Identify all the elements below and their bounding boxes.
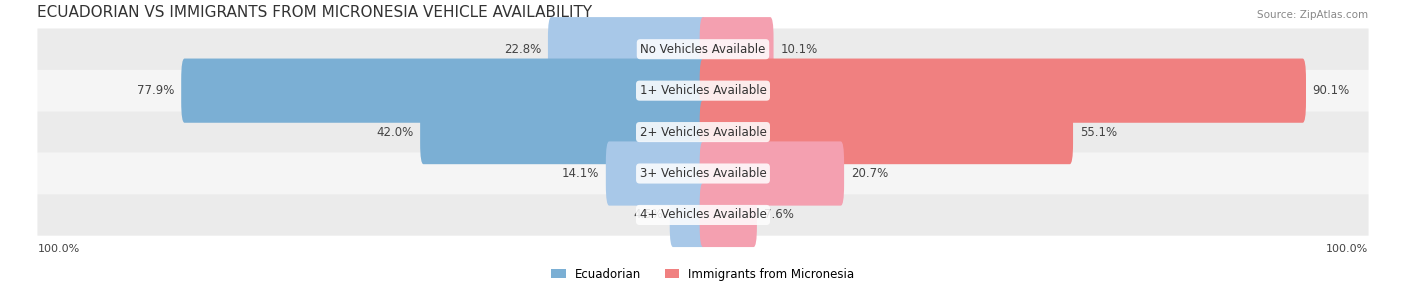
Text: 100.0%: 100.0%	[1326, 244, 1368, 254]
Text: 100.0%: 100.0%	[38, 244, 80, 254]
Text: 10.1%: 10.1%	[780, 43, 817, 56]
Legend: Ecuadorian, Immigrants from Micronesia: Ecuadorian, Immigrants from Micronesia	[547, 263, 859, 285]
FancyBboxPatch shape	[38, 70, 1368, 111]
FancyBboxPatch shape	[181, 59, 706, 123]
FancyBboxPatch shape	[700, 100, 1073, 164]
FancyBboxPatch shape	[700, 59, 1306, 123]
Text: ECUADORIAN VS IMMIGRANTS FROM MICRONESIA VEHICLE AVAILABILITY: ECUADORIAN VS IMMIGRANTS FROM MICRONESIA…	[38, 5, 592, 20]
Text: 55.1%: 55.1%	[1080, 126, 1116, 139]
Text: No Vehicles Available: No Vehicles Available	[640, 43, 766, 56]
Text: 3+ Vehicles Available: 3+ Vehicles Available	[640, 167, 766, 180]
Text: 20.7%: 20.7%	[851, 167, 889, 180]
Text: 22.8%: 22.8%	[503, 43, 541, 56]
FancyBboxPatch shape	[700, 17, 773, 81]
Text: 7.6%: 7.6%	[763, 208, 793, 221]
FancyBboxPatch shape	[606, 141, 706, 206]
FancyBboxPatch shape	[38, 153, 1368, 194]
Text: Source: ZipAtlas.com: Source: ZipAtlas.com	[1257, 10, 1368, 20]
FancyBboxPatch shape	[700, 183, 756, 247]
FancyBboxPatch shape	[700, 141, 844, 206]
FancyBboxPatch shape	[38, 29, 1368, 70]
FancyBboxPatch shape	[38, 194, 1368, 236]
FancyBboxPatch shape	[420, 100, 706, 164]
Text: 77.9%: 77.9%	[138, 84, 174, 97]
Text: 14.1%: 14.1%	[562, 167, 599, 180]
Text: 1+ Vehicles Available: 1+ Vehicles Available	[640, 84, 766, 97]
FancyBboxPatch shape	[669, 183, 706, 247]
Text: 2+ Vehicles Available: 2+ Vehicles Available	[640, 126, 766, 139]
FancyBboxPatch shape	[548, 17, 706, 81]
Text: 90.1%: 90.1%	[1313, 84, 1350, 97]
Text: 4+ Vehicles Available: 4+ Vehicles Available	[640, 208, 766, 221]
FancyBboxPatch shape	[38, 111, 1368, 153]
Text: 42.0%: 42.0%	[377, 126, 413, 139]
Text: 4.5%: 4.5%	[633, 208, 664, 221]
